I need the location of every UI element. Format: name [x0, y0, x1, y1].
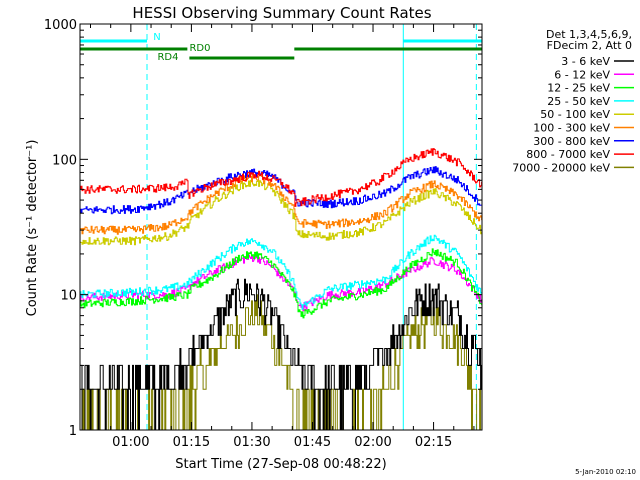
legend-label: 300 - 800 keV — [533, 135, 610, 148]
legend-label: 100 - 300 keV — [533, 122, 610, 135]
x-tick-label: 01:30 — [233, 435, 270, 450]
x-tick-label: 02:15 — [415, 435, 452, 450]
y-axis: 1 10 100 1000 — [44, 18, 482, 439]
legend-label: 800 - 7000 keV — [526, 148, 610, 161]
y-tick-label: 1 — [69, 424, 77, 439]
y-tick-label: 100 — [52, 153, 77, 168]
series-line-b300 — [80, 166, 482, 215]
flag-label-n: N — [153, 32, 160, 43]
legend-label: 3 - 6 keV — [561, 55, 610, 68]
background-annotation: 5-Jan-2010 02:10 — [575, 468, 636, 476]
x-axis-label: Start Time (27-Sep-08 00:48:22) — [175, 457, 386, 472]
legend-label: 25 - 50 keV — [547, 95, 610, 108]
series-line-b12 — [80, 248, 482, 319]
legend-header-line: Det 1,3,4,5,6,9, — [546, 28, 632, 41]
plot-area: N RD0 RD4 — [79, 23, 483, 431]
y-tick-label: 1000 — [44, 18, 77, 33]
plot-frame — [79, 23, 483, 431]
x-tick-label: 02:00 — [354, 435, 391, 450]
legend-label: 50 - 100 keV — [540, 108, 610, 121]
series-line-b3 — [80, 278, 482, 430]
y-axis-label: Count Rate (s⁻¹ detector⁻¹) — [25, 140, 40, 317]
y-tick-label: 10 — [60, 289, 77, 304]
legend-header-line: FDecim 2, Att 0 — [547, 39, 632, 52]
legend-label: 7000 - 20000 keV — [512, 161, 610, 174]
x-axis: 01:00 01:15 01:30 01:45 02:00 02:15 — [89, 24, 475, 450]
series-line-b7000 — [80, 294, 482, 430]
series-line-b100 — [80, 174, 482, 235]
flag-label-rd4: RD4 — [157, 52, 178, 63]
series-line-b6 — [80, 253, 482, 312]
legend: Det 1,3,4,5,6,9,FDecim 2, Att 0 3 - 6 keV… — [512, 28, 634, 174]
legend-label: 6 - 12 keV — [554, 68, 610, 81]
series-line-b50 — [80, 179, 482, 246]
legend-label: 12 - 25 keV — [547, 82, 610, 95]
chart-title: HESSI Observing Summary Count Rates — [132, 4, 431, 22]
series-line-b800 — [80, 148, 482, 207]
flag-label-rd0: RD0 — [189, 43, 210, 54]
x-tick-label: 01:00 — [112, 435, 149, 450]
x-tick-label: 01:45 — [294, 435, 331, 450]
series-line-b25 — [80, 234, 482, 310]
x-tick-label: 01:15 — [173, 435, 210, 450]
